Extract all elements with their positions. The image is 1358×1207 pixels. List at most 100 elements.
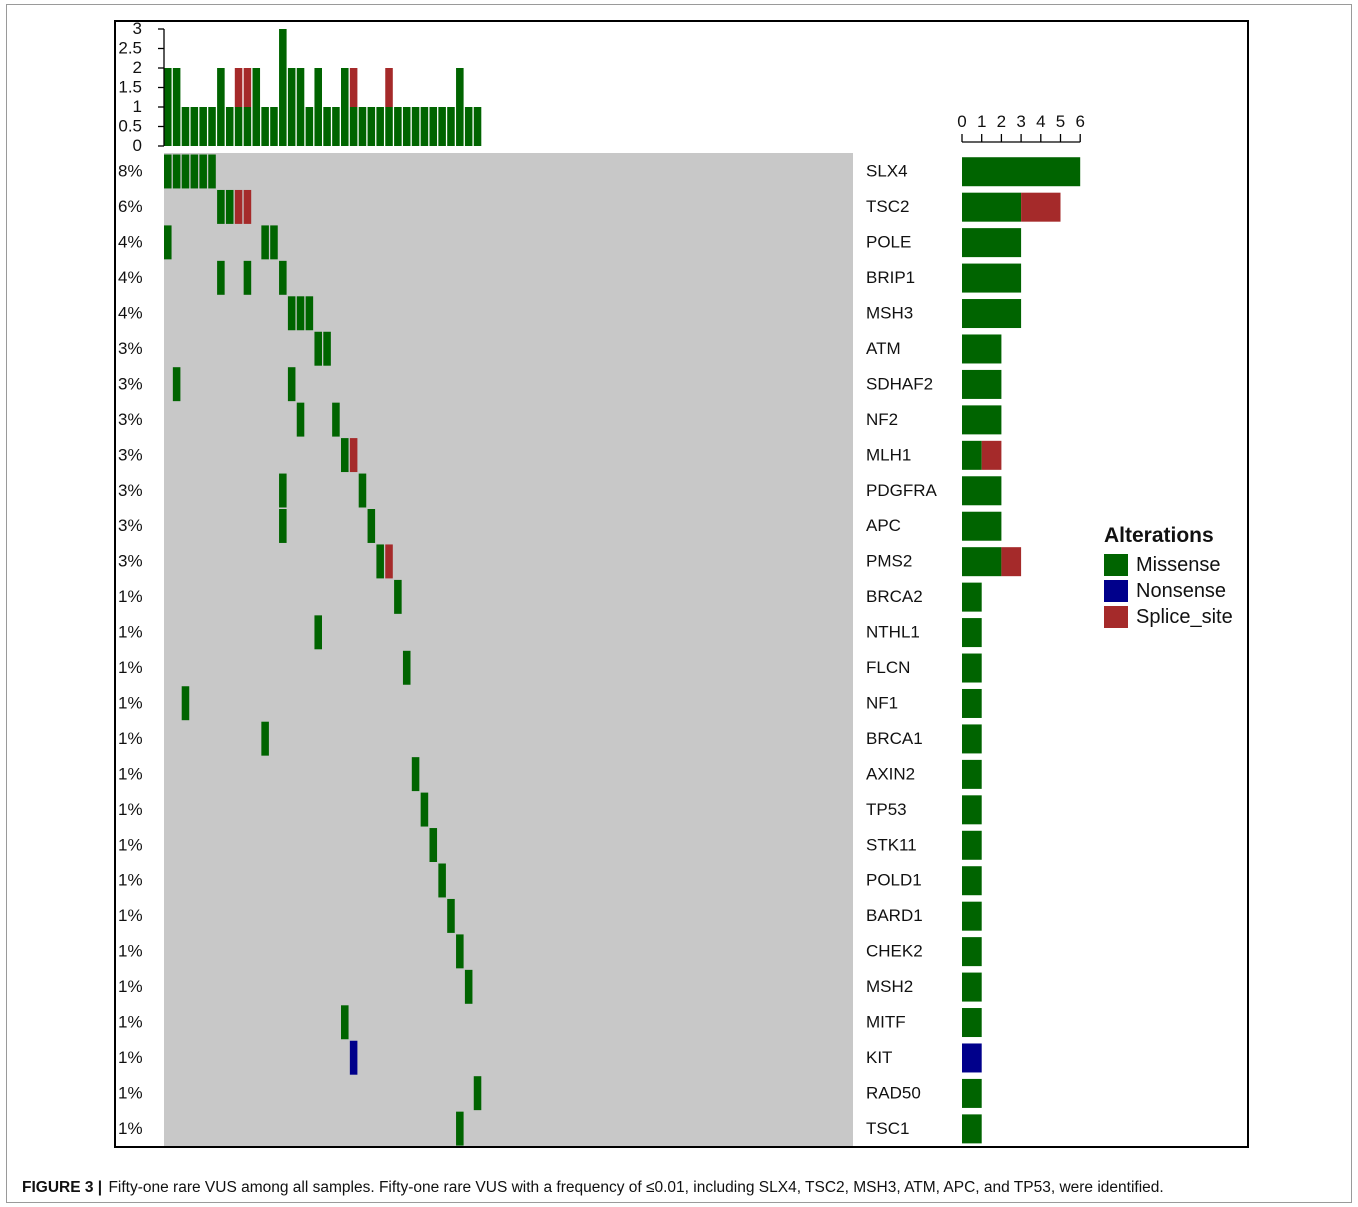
plot-border [114, 20, 1249, 1148]
top-bar-21-splice_site [349, 68, 358, 107]
gene-label: SDHAF2 [866, 374, 933, 393]
figure-frame [6, 4, 1352, 1203]
top-bar-23-missense [367, 107, 376, 146]
percent-label: 1% [118, 835, 143, 854]
heatmap-cell-axin2-28 [411, 757, 420, 792]
gene-label: NTHL1 [866, 623, 920, 642]
gene-label: MLH1 [866, 445, 911, 464]
top-bar-11-missense [261, 107, 269, 146]
caption-label: FIGURE 3 | [22, 1179, 103, 1196]
top-bar-34-missense [464, 107, 473, 146]
right-axis-tick-label: 4 [1036, 112, 1045, 131]
right-bar-mlh1-missense [962, 440, 982, 470]
heatmap-cell-msh3-14 [287, 296, 296, 331]
top-bar-27-missense [402, 107, 411, 146]
percent-label: 3% [118, 445, 143, 464]
heatmap-cell-pdgfra-22 [358, 473, 367, 508]
heatmap-cell-nthl1-17 [314, 615, 322, 650]
percent-label: 1% [118, 1013, 143, 1032]
top-bar-5-missense [208, 107, 216, 146]
top-bar-8-missense [234, 107, 243, 146]
heatmap-cell-slx4-3 [190, 154, 199, 189]
top-bar-20-missense [341, 68, 349, 146]
percent-label: 1% [118, 658, 143, 677]
top-bar-16-missense [305, 107, 314, 146]
top-bar-25-missense [385, 107, 393, 146]
heatmap-cell-mitf-20 [341, 1005, 349, 1040]
legend-label-missense: Missense [1136, 553, 1221, 576]
percent-label: 1% [118, 871, 143, 890]
legend-item-splice-site: Splice_site [1104, 604, 1233, 630]
heatmap-cell-mlh1-21 [349, 438, 358, 473]
gene-labels: SLX4 TSC2 POLE BRIP1 MSH3 ATM SDHAF2 NF2 MLH1 PDG… [866, 162, 938, 1138]
top-axis-tick-label: 1 [133, 97, 142, 116]
gene-label: NF1 [866, 693, 898, 712]
gene-label: BARD1 [866, 906, 923, 925]
top-axis-tick-label: 2.5 [118, 39, 142, 58]
top-bar-8-splice_site [234, 68, 243, 107]
percent-label: 1% [118, 623, 143, 642]
gene-label: TSC2 [866, 197, 909, 216]
right-bar-bard1-missense [962, 901, 982, 931]
heatmap-cell-slx4-1 [172, 154, 181, 189]
legend-item-missense: Missense [1104, 552, 1233, 578]
heatmap-cell-brip1-9 [243, 260, 252, 295]
heatmap-cell-pold1-31 [438, 863, 446, 898]
right-bar-pms2-splice_site [1001, 547, 1022, 577]
top-bar-28-missense [411, 107, 420, 146]
heatmap-cell-apc-13 [279, 509, 287, 543]
right-bar-mlh1-splice_site [981, 440, 1002, 470]
heatmap-cell-nf2-15 [296, 402, 305, 437]
legend-swatch-missense [1104, 554, 1128, 576]
heatmap-cell-slx4-0 [164, 154, 172, 189]
percent-label: 1% [118, 1119, 143, 1138]
heatmap-cell-tsc2-6 [217, 189, 225, 224]
right-bar-mitf-missense [962, 1008, 982, 1038]
top-bar-25-splice_site [385, 68, 393, 107]
heatmap-cell-sdhaf2-1 [172, 367, 181, 402]
right-bar-nf1-missense [962, 688, 982, 718]
heatmap-cell-pole-12 [270, 225, 278, 260]
top-bar-0-missense [164, 68, 172, 146]
heatmap-cell-brca1-11 [261, 721, 269, 756]
top-axis-tick-label: 0.5 [118, 117, 142, 136]
top-bar-32-missense [447, 107, 455, 146]
top-bar-13-missense [279, 29, 287, 146]
heatmap-cell-pms2-25 [385, 544, 393, 579]
right-bar-pdgfra-missense [962, 476, 1002, 506]
gene-label: PMS2 [866, 552, 912, 571]
top-bar-15-missense [296, 68, 305, 146]
percent-label: 3% [118, 481, 143, 500]
top-bar-7-missense [225, 107, 234, 146]
percent-label: 4% [118, 304, 143, 323]
percent-label: 6% [118, 197, 143, 216]
right-bar-brca2-missense [962, 582, 982, 612]
top-bar-1-missense [172, 68, 181, 146]
heatmap-cell-msh3-16 [305, 296, 314, 331]
heatmap-cell-slx4-2 [181, 154, 190, 189]
heatmap-cell-rad50-35 [473, 1076, 482, 1111]
right-bar-tsc1-missense [962, 1114, 982, 1144]
gene-label: BRCA1 [866, 729, 923, 748]
heatmap-cell-pole-11 [261, 225, 269, 260]
gene-label: PDGFRA [866, 481, 938, 500]
right-axis-tick-label: 0 [957, 112, 966, 131]
gene-label: MITF [866, 1013, 906, 1032]
right-bar-flcn-missense [962, 653, 982, 683]
percent-label: 3% [118, 552, 143, 571]
figure-caption: FIGURE 3 | Fifty-one rare VUS among all … [22, 1179, 1164, 1197]
gene-label: POLE [866, 233, 911, 252]
right-bar-pms2-missense [962, 547, 1002, 577]
right-axis-tick-label: 1 [977, 112, 986, 131]
percent-label: 1% [118, 729, 143, 748]
right-bar-chart [962, 157, 1081, 1144]
heatmap-cell-pole-0 [164, 225, 172, 260]
top-bar-30-missense [429, 107, 438, 146]
heatmap-cell-tsc2-8 [234, 189, 243, 224]
right-bar-nthl1-missense [962, 618, 982, 648]
heatmap-cell-bard1-32 [447, 898, 455, 933]
legend-label-nonsense: Nonsense [1136, 579, 1227, 602]
heatmap-cell-tsc2-7 [225, 189, 234, 224]
top-axis-tick-label: 0 [133, 136, 142, 155]
heatmap-cell-tsc1-33 [456, 1111, 464, 1146]
